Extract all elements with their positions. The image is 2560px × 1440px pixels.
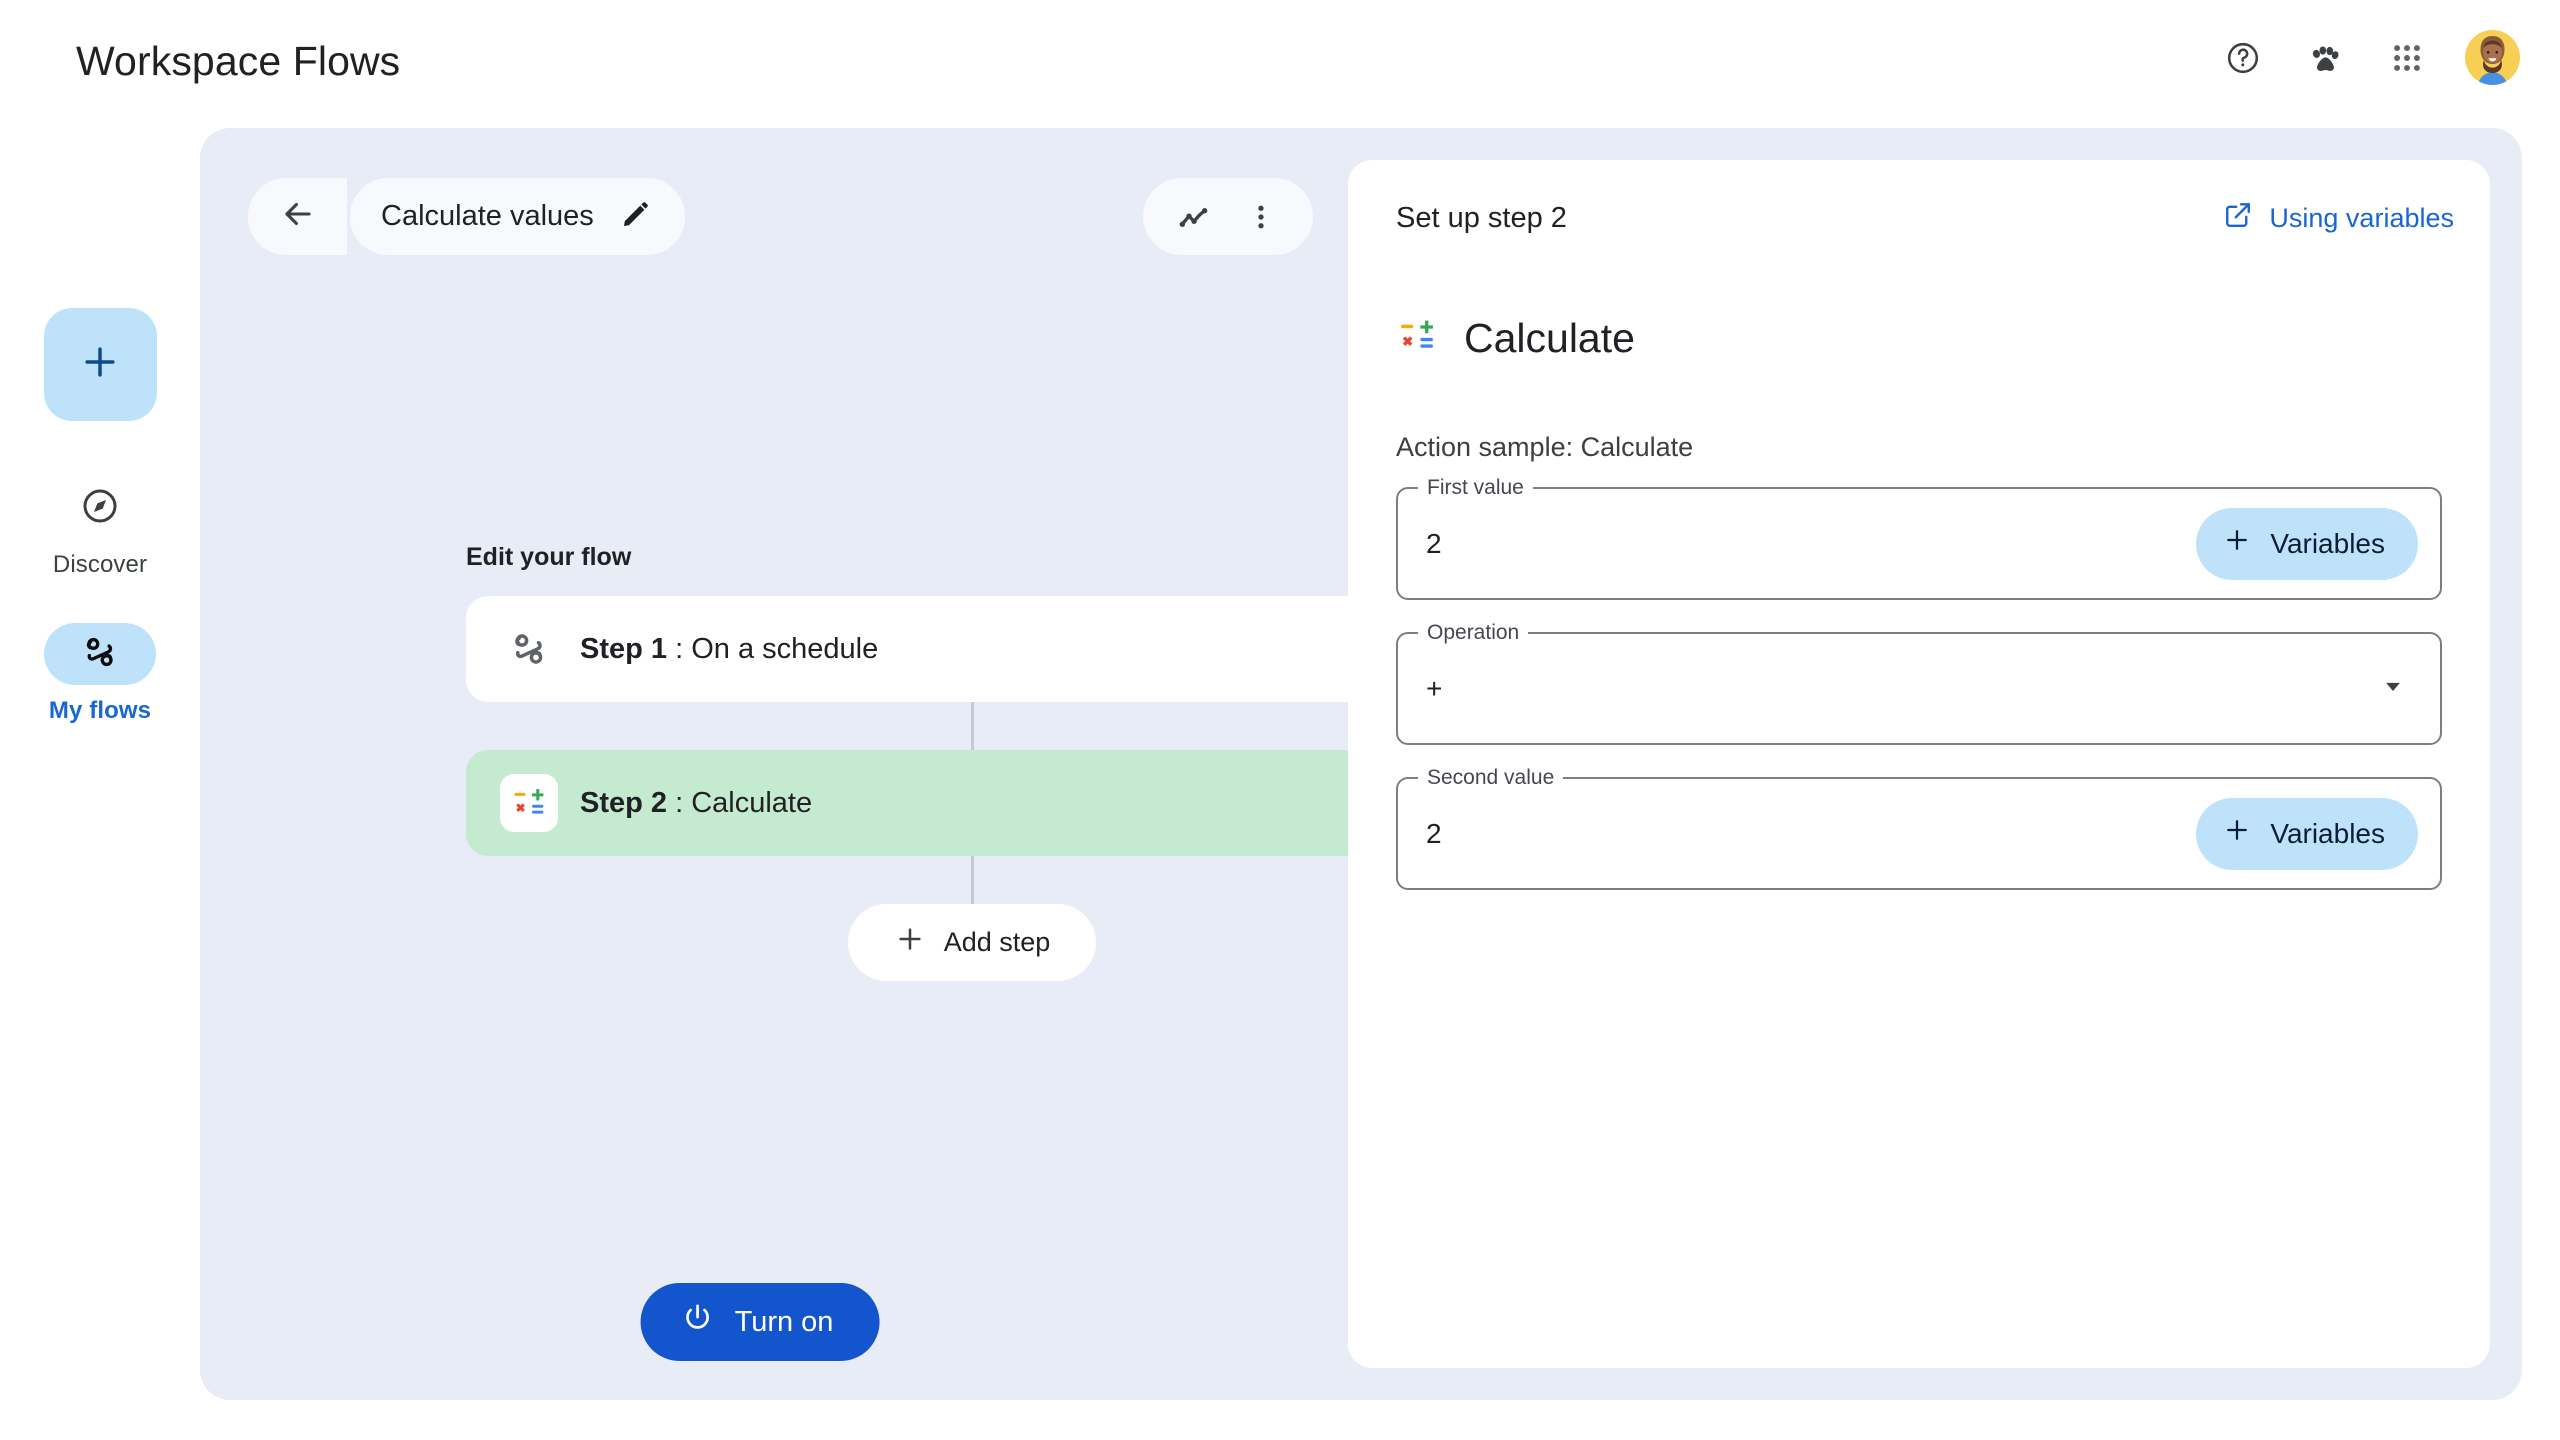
action-sample-text: Action sample: Calculate	[1396, 432, 1694, 462]
page-title: Workspace Flows	[76, 38, 401, 84]
calculate-icon	[500, 774, 558, 832]
sidebar-item-my-flows[interactable]: My flows	[20, 623, 180, 725]
left-navigation-rail: Discover My flows	[0, 128, 200, 1440]
first-value-input[interactable]: 2	[1426, 527, 1442, 559]
top-bar: Workspace Flows	[0, 0, 2560, 128]
paw-print-icon[interactable]	[2301, 34, 2349, 82]
using-variables-link[interactable]: Using variables	[2223, 200, 2454, 237]
sidebar-item-label: My flows	[48, 697, 152, 724]
using-variables-label: Using variables	[2269, 203, 2454, 233]
more-vert-icon[interactable]	[1237, 193, 1285, 241]
step-connector	[970, 702, 974, 750]
plus-icon	[2222, 815, 2252, 852]
flow-step-1-name: On a schedule	[691, 632, 879, 665]
plus-icon	[78, 340, 122, 389]
power-icon	[681, 1301, 715, 1343]
plus-icon	[2222, 525, 2252, 562]
calculate-icon	[1396, 315, 1438, 362]
action-name: Calculate	[1464, 315, 1635, 361]
steps-list: Step 1 : On a schedule	[466, 596, 1478, 981]
sidebar-item-discover[interactable]: Discover	[20, 477, 180, 579]
turn-on-button[interactable]: Turn on	[640, 1283, 880, 1361]
action-fields: First value 2 Variables Operation +	[1396, 475, 2442, 922]
arrow-left-icon	[279, 195, 317, 238]
flow-editor-column: Calculate values	[200, 128, 1478, 1400]
step-connector	[970, 856, 974, 904]
setup-header: Set up step 2 Using variables	[1396, 200, 2454, 237]
add-step-label: Add step	[943, 927, 1051, 957]
flow-step-1[interactable]: Step 1 : On a schedule	[466, 596, 1478, 702]
flow-icon	[500, 627, 558, 671]
second-value-variables-button[interactable]: Variables	[2196, 797, 2418, 870]
add-step-button[interactable]: Add step	[848, 904, 1096, 981]
top-bar-actions	[2219, 30, 2520, 85]
flow-step-1-separator: :	[667, 632, 692, 665]
setup-title: Set up step 2	[1396, 202, 1567, 234]
flow-step-2-name: Calculate	[691, 786, 813, 819]
first-value-label: First value	[1418, 475, 1533, 501]
pencil-icon[interactable]	[620, 198, 652, 235]
operation-select-value[interactable]: +	[1426, 672, 1443, 704]
apps-grid-icon[interactable]	[2383, 34, 2431, 82]
action-header: Calculate	[1396, 315, 1635, 362]
workspace-panel: Calculate values	[200, 128, 2522, 1400]
chevron-down-icon[interactable]	[2378, 671, 2408, 706]
trend-line-icon[interactable]	[1171, 193, 1219, 241]
step-setup-panel: Set up step 2 Using variables	[1348, 160, 2490, 1368]
edit-flow-label: Edit your flow	[466, 543, 632, 571]
second-value-input[interactable]: 2	[1426, 817, 1442, 849]
create-flow-button[interactable]	[43, 308, 157, 421]
plus-icon	[894, 923, 926, 962]
flow-toolbar	[1143, 178, 1313, 255]
flow-header: Calculate values	[248, 178, 685, 255]
flow-name: Calculate values	[381, 200, 594, 232]
flow-step-1-prefix: Step 1	[580, 632, 668, 665]
discover-pill	[44, 477, 156, 539]
flow-name-chip[interactable]: Calculate values	[350, 178, 685, 255]
variables-label: Variables	[2270, 817, 2385, 849]
flow-step-2-title: Step 2 : Calculate	[580, 787, 812, 820]
operation-label: Operation	[1418, 620, 1529, 646]
back-button[interactable]	[248, 178, 347, 255]
user-avatar[interactable]	[2465, 30, 2520, 85]
operation-field[interactable]: Operation +	[1396, 620, 2442, 745]
first-value-field[interactable]: First value 2 Variables	[1396, 475, 2442, 600]
flow-step-2-prefix: Step 2	[580, 786, 668, 819]
flow-step-1-title: Step 1 : On a schedule	[580, 633, 878, 666]
my-flows-pill	[44, 623, 156, 685]
second-value-field[interactable]: Second value 2 Variables	[1396, 765, 2442, 890]
flow-step-2[interactable]: Step 2 : Calculate	[466, 750, 1478, 856]
flow-icon	[79, 631, 121, 678]
variables-label: Variables	[2270, 527, 2385, 559]
first-value-variables-button[interactable]: Variables	[2196, 507, 2418, 580]
compass-icon	[80, 486, 120, 531]
open-in-new-icon	[2223, 200, 2253, 237]
second-value-label: Second value	[1418, 765, 1564, 791]
turn-on-label: Turn on	[734, 1305, 834, 1338]
flow-step-2-separator: :	[667, 786, 692, 819]
sidebar-item-label: Discover	[52, 551, 148, 578]
help-circle-icon[interactable]	[2219, 34, 2267, 82]
